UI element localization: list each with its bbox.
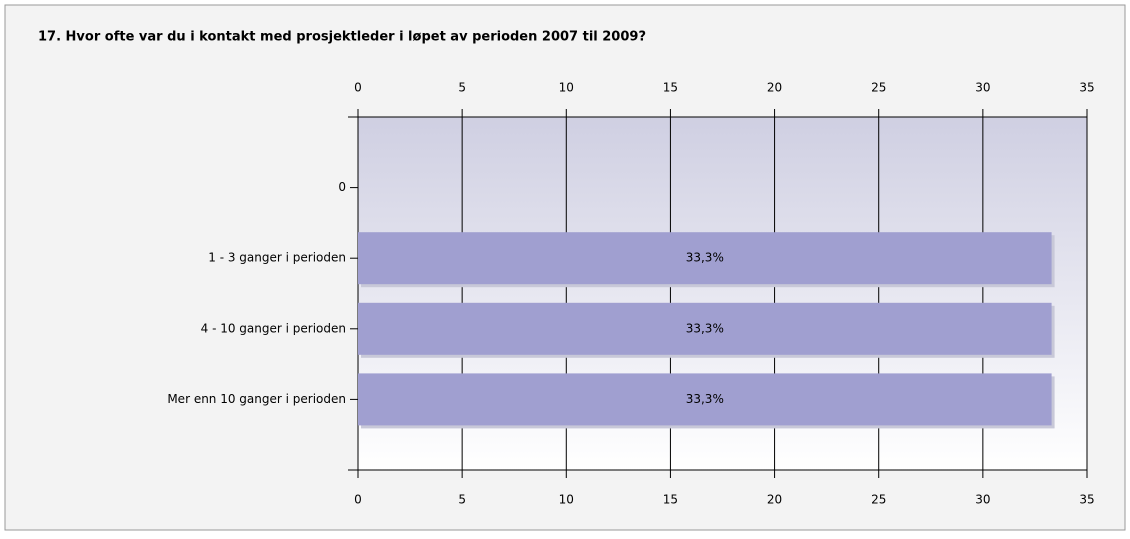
data-label: 33,3% [686, 251, 724, 265]
x-tick-label-bottom: 15 [663, 493, 678, 507]
x-tick-label-bottom: 30 [975, 493, 990, 507]
chart-title: 17. Hvor ofte var du i kontakt med prosj… [38, 30, 646, 45]
x-tick-label-bottom: 5 [458, 493, 466, 507]
x-tick-label-top: 35 [1079, 81, 1094, 95]
bar [358, 373, 1052, 426]
y-tick-label: Mer enn 10 ganger i perioden [167, 392, 346, 406]
x-tick-label-top: 15 [663, 81, 678, 95]
x-tick-label-top: 0 [354, 81, 362, 95]
x-tick-label-top: 20 [767, 81, 782, 95]
x-tick-label-bottom: 35 [1079, 493, 1094, 507]
y-tick-label: 1 - 3 ganger i perioden [208, 251, 346, 265]
data-label: 33,3% [686, 321, 724, 335]
x-tick-label-top: 5 [458, 81, 466, 95]
x-tick-label-top: 10 [559, 81, 574, 95]
x-tick-label-top: 25 [871, 81, 886, 95]
bar [358, 302, 1052, 355]
x-tick-label-bottom: 10 [559, 493, 574, 507]
x-tick-label-bottom: 0 [354, 493, 362, 507]
y-tick-label: 0 [338, 180, 346, 194]
x-tick-label-top: 30 [975, 81, 990, 95]
x-tick-label-bottom: 20 [767, 493, 782, 507]
data-label: 33,3% [686, 392, 724, 406]
x-tick-label-bottom: 25 [871, 493, 886, 507]
bar [358, 232, 1052, 285]
y-tick-label: 4 - 10 ganger i perioden [201, 321, 346, 335]
